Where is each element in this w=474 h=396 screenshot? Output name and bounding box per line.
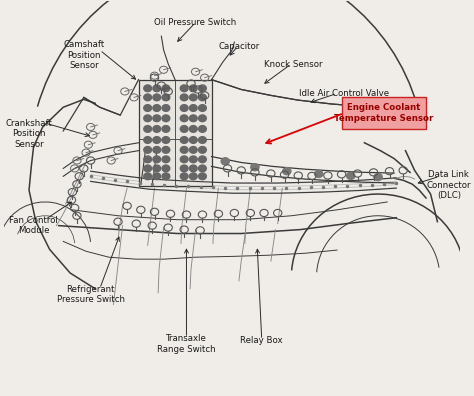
Circle shape — [180, 173, 188, 180]
Circle shape — [180, 85, 188, 91]
Circle shape — [162, 115, 170, 122]
Circle shape — [199, 94, 206, 101]
Circle shape — [162, 85, 170, 91]
Text: Fan Control
Module: Fan Control Module — [9, 216, 58, 235]
Text: Relay Box: Relay Box — [240, 336, 283, 345]
Circle shape — [162, 105, 170, 111]
Circle shape — [180, 165, 188, 172]
Circle shape — [153, 126, 161, 132]
Circle shape — [199, 85, 206, 91]
Circle shape — [144, 156, 152, 163]
Circle shape — [153, 156, 161, 163]
Circle shape — [251, 164, 259, 171]
Circle shape — [199, 165, 206, 172]
Circle shape — [162, 156, 170, 163]
Circle shape — [283, 168, 291, 175]
Circle shape — [153, 137, 161, 143]
Circle shape — [199, 105, 206, 111]
Text: Refrigerant
Pressure Switch: Refrigerant Pressure Switch — [56, 285, 125, 304]
Circle shape — [374, 173, 382, 181]
Circle shape — [162, 94, 170, 101]
Circle shape — [190, 85, 197, 91]
Circle shape — [153, 85, 161, 91]
Circle shape — [190, 156, 197, 163]
Text: Engine Coolant
Temperature Sensor: Engine Coolant Temperature Sensor — [334, 103, 434, 123]
Circle shape — [190, 147, 197, 153]
Circle shape — [144, 85, 152, 91]
Text: Capacitor: Capacitor — [219, 42, 260, 51]
Circle shape — [144, 115, 152, 122]
Circle shape — [153, 94, 161, 101]
Circle shape — [162, 165, 170, 172]
Text: Data Link
Connector
(DLC): Data Link Connector (DLC) — [427, 170, 471, 200]
Text: Transaxle
Range Switch: Transaxle Range Switch — [157, 334, 216, 354]
Circle shape — [190, 94, 197, 101]
Circle shape — [199, 126, 206, 132]
Circle shape — [153, 105, 161, 111]
Circle shape — [180, 115, 188, 122]
Text: Camshaft
Position
Sensor: Camshaft Position Sensor — [63, 40, 104, 70]
Circle shape — [199, 147, 206, 153]
Circle shape — [180, 147, 188, 153]
Text: Oil Pressure Switch: Oil Pressure Switch — [155, 19, 237, 27]
Circle shape — [346, 172, 355, 179]
Circle shape — [190, 173, 197, 180]
Circle shape — [180, 105, 188, 111]
Circle shape — [144, 173, 152, 180]
Circle shape — [190, 105, 197, 111]
Circle shape — [199, 137, 206, 143]
Circle shape — [180, 137, 188, 143]
Circle shape — [144, 147, 152, 153]
Circle shape — [144, 94, 152, 101]
Circle shape — [199, 115, 206, 122]
Text: Knock Sensor: Knock Sensor — [264, 60, 323, 69]
Circle shape — [162, 137, 170, 143]
Circle shape — [221, 158, 229, 165]
Circle shape — [162, 126, 170, 132]
Circle shape — [153, 173, 161, 180]
FancyBboxPatch shape — [342, 97, 426, 129]
Text: Crankshaft
Position
Sensor: Crankshaft Position Sensor — [6, 119, 53, 149]
Circle shape — [190, 115, 197, 122]
Circle shape — [144, 165, 152, 172]
Text: Idle Air Control Valve: Idle Air Control Valve — [299, 89, 389, 99]
Circle shape — [153, 147, 161, 153]
FancyBboxPatch shape — [138, 80, 211, 186]
Circle shape — [180, 126, 188, 132]
Circle shape — [162, 147, 170, 153]
Circle shape — [180, 156, 188, 163]
Circle shape — [162, 173, 170, 180]
Circle shape — [144, 105, 152, 111]
Circle shape — [153, 115, 161, 122]
Circle shape — [180, 94, 188, 101]
Circle shape — [144, 137, 152, 143]
Circle shape — [190, 137, 197, 143]
Circle shape — [144, 126, 152, 132]
Circle shape — [190, 126, 197, 132]
Circle shape — [199, 173, 206, 180]
Circle shape — [315, 170, 323, 177]
Circle shape — [190, 165, 197, 172]
Circle shape — [153, 165, 161, 172]
Circle shape — [199, 156, 206, 163]
